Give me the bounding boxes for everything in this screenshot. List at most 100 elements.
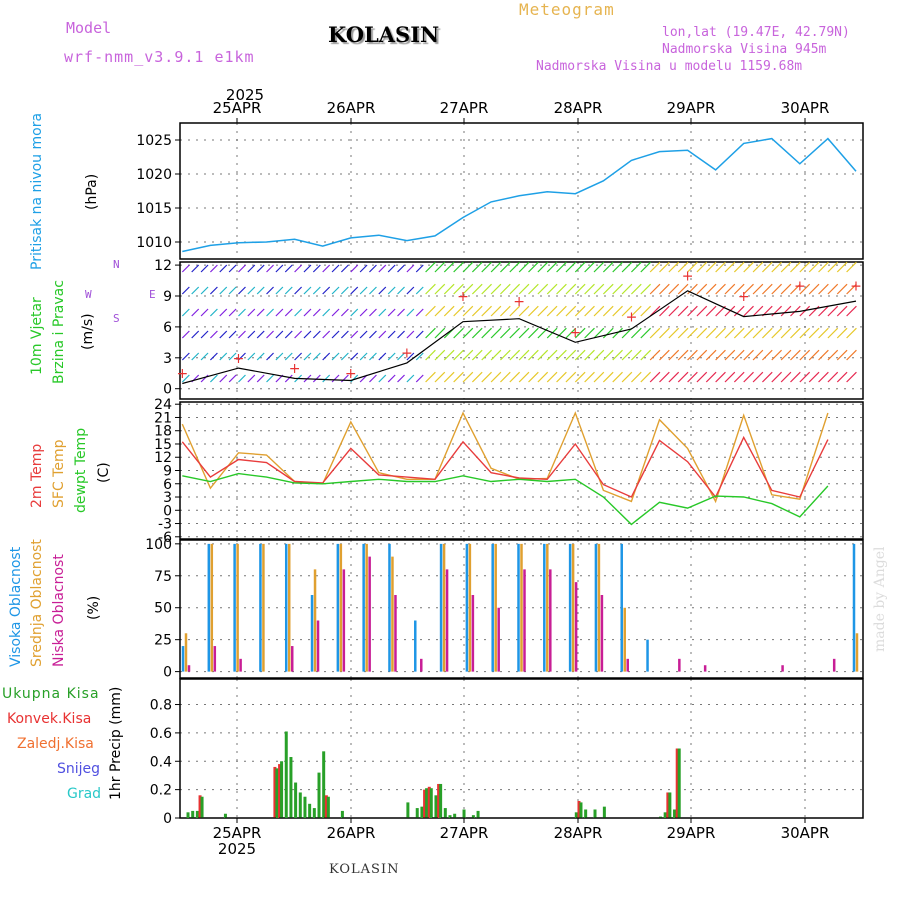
wind-barb bbox=[266, 374, 274, 383]
y-tick-label: 24 bbox=[154, 397, 172, 413]
wind-barb bbox=[453, 371, 464, 383]
wind-barb bbox=[827, 349, 839, 361]
precip-bar-total bbox=[593, 809, 597, 818]
wind-barb bbox=[518, 371, 530, 383]
wind-barb bbox=[481, 305, 492, 317]
wind-barb bbox=[209, 330, 218, 339]
wind-barb bbox=[500, 327, 511, 339]
wind-barb bbox=[771, 327, 783, 339]
precip-bar-total bbox=[317, 772, 321, 818]
wind-barb bbox=[771, 261, 783, 273]
wind-barb bbox=[406, 374, 415, 383]
precip-bar-total bbox=[584, 809, 588, 818]
y-tick-label: 50 bbox=[154, 601, 172, 617]
wind-barb bbox=[312, 308, 321, 317]
wind-barb bbox=[228, 374, 237, 383]
wind-barb bbox=[425, 327, 436, 339]
temp2m-axis-title: 2m Temp bbox=[29, 443, 45, 508]
legend-freezing-rain: Zaledj.Kisa bbox=[17, 736, 94, 752]
wind-barb bbox=[471, 283, 483, 295]
wind-barb bbox=[649, 305, 661, 317]
wind-barb bbox=[200, 352, 209, 361]
wind-barb bbox=[434, 305, 446, 317]
wind-barb bbox=[275, 330, 284, 339]
wind-barb bbox=[406, 264, 415, 273]
wind-barb bbox=[256, 308, 265, 317]
wind-barb bbox=[378, 330, 387, 339]
wind-barb bbox=[790, 349, 801, 361]
wind-barb bbox=[612, 283, 623, 295]
wind-barb bbox=[200, 286, 209, 295]
wind-barb bbox=[537, 261, 549, 273]
wind-barb bbox=[612, 371, 623, 383]
wind-barb bbox=[369, 308, 377, 317]
wind-barb bbox=[790, 327, 801, 339]
y-tick-label: 18 bbox=[154, 424, 172, 440]
wind-barb bbox=[827, 327, 839, 339]
y-tick-label: 6 bbox=[163, 477, 172, 493]
cloud-unit: (%) bbox=[86, 595, 102, 620]
wind-gust-marker: + bbox=[345, 366, 357, 382]
wind-barb bbox=[724, 261, 736, 273]
precip-bar-total bbox=[340, 810, 344, 818]
wind-barb bbox=[752, 283, 764, 295]
wind-barb bbox=[500, 371, 511, 383]
wind-barb bbox=[181, 374, 190, 383]
wind-barb bbox=[565, 371, 577, 383]
wind-barb bbox=[668, 283, 680, 295]
wind-barb bbox=[528, 283, 539, 295]
wind-barb bbox=[677, 305, 689, 317]
wind-barb bbox=[677, 283, 689, 295]
wind-barb bbox=[340, 308, 349, 317]
wind-barb bbox=[761, 283, 773, 295]
wind-barb bbox=[780, 327, 792, 339]
wind-barb bbox=[322, 264, 331, 273]
wind-barb bbox=[322, 330, 331, 339]
wind-barb bbox=[556, 283, 567, 295]
wind-barb bbox=[500, 261, 511, 273]
wind-gust-marker: + bbox=[569, 325, 581, 341]
wind-barb bbox=[593, 305, 605, 317]
wind-barb bbox=[593, 349, 605, 361]
wind-barb bbox=[836, 261, 848, 273]
wind-barb bbox=[574, 283, 586, 295]
precip-bar-convective bbox=[273, 766, 277, 818]
wind-barb bbox=[238, 308, 246, 317]
wind-gust-marker: + bbox=[457, 289, 469, 305]
wind-barb bbox=[790, 261, 801, 273]
wind-barb bbox=[780, 305, 792, 317]
wind-barb bbox=[490, 371, 502, 383]
wind-barb bbox=[481, 261, 492, 273]
wind-barb bbox=[677, 371, 689, 383]
wind-barb bbox=[471, 261, 483, 273]
wind-barb bbox=[602, 327, 614, 339]
wind-barb bbox=[294, 264, 303, 273]
wind-barb bbox=[846, 305, 857, 317]
precip-bar-convective bbox=[423, 789, 427, 818]
wind-barb bbox=[640, 283, 652, 295]
wind-barb bbox=[481, 327, 492, 339]
y-tick-label: -6 bbox=[158, 530, 172, 546]
wind-barb bbox=[752, 349, 764, 361]
wind-barb bbox=[696, 305, 708, 317]
wind-barb bbox=[808, 261, 820, 273]
x-day-label-bottom: 30APR bbox=[781, 824, 830, 842]
wind-barb bbox=[340, 352, 349, 361]
wind-barb bbox=[425, 371, 436, 383]
wind-barb bbox=[490, 327, 502, 339]
wind-barb bbox=[705, 305, 717, 317]
precip-bar-total bbox=[429, 788, 433, 818]
wind-barb bbox=[724, 283, 736, 295]
y-tick-label: 0 bbox=[163, 811, 172, 827]
wind-barb bbox=[705, 261, 717, 273]
precip-bar-total bbox=[223, 813, 227, 818]
panel-frame bbox=[179, 539, 864, 679]
precip-bar-convective bbox=[324, 795, 328, 818]
wind-barb bbox=[228, 286, 237, 295]
wind-barb bbox=[387, 264, 396, 273]
wind-barb bbox=[462, 305, 474, 317]
wind-barb bbox=[378, 374, 387, 383]
wind-barb bbox=[490, 283, 502, 295]
wind-barb bbox=[247, 352, 256, 361]
wind-barb bbox=[191, 352, 200, 361]
